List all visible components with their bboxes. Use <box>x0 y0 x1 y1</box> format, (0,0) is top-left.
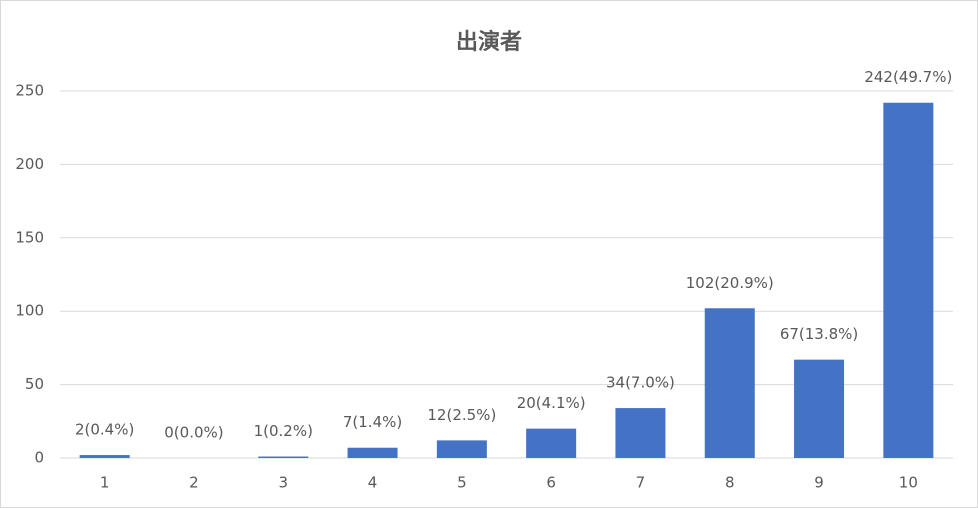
x-tick-label: 6 <box>546 474 556 492</box>
value-label: 67(13.8%) <box>780 325 858 343</box>
bar <box>615 408 666 458</box>
x-tick-label: 4 <box>368 474 378 492</box>
x-tick-label: 8 <box>725 474 735 492</box>
x-tick-label: 10 <box>899 474 918 492</box>
value-label: 7(1.4%) <box>343 413 402 431</box>
y-tick-label: 100 <box>15 302 44 320</box>
value-label: 102(20.9%) <box>686 274 774 292</box>
bar <box>79 455 130 458</box>
x-tick-label: 9 <box>814 474 824 492</box>
value-label: 1(0.2%) <box>254 422 313 440</box>
bar <box>347 447 398 458</box>
x-tick-label: 5 <box>457 474 467 492</box>
x-tick-label: 3 <box>278 474 288 492</box>
bar <box>704 308 755 458</box>
bar <box>258 456 309 458</box>
y-tick-label: 0 <box>34 449 44 467</box>
bar <box>883 102 934 458</box>
value-label: 2(0.4%) <box>75 421 134 439</box>
x-tick-label: 1 <box>100 474 110 492</box>
y-tick-label: 150 <box>15 228 44 246</box>
chart-title: 出演者 <box>456 29 522 55</box>
value-label: 242(49.7%) <box>864 68 952 86</box>
bar <box>436 440 487 458</box>
y-tick-label: 50 <box>25 375 44 393</box>
bar <box>526 428 577 458</box>
y-tick-label: 200 <box>15 155 44 173</box>
value-label: 34(7.0%) <box>606 374 675 392</box>
value-label: 20(4.1%) <box>517 394 586 412</box>
value-label: 12(2.5%) <box>427 406 496 424</box>
x-tick-label: 7 <box>636 474 646 492</box>
bar <box>794 359 845 458</box>
x-tick-label: 2 <box>189 474 199 492</box>
value-label: 0(0.0%) <box>164 424 223 442</box>
y-tick-label: 250 <box>15 82 44 100</box>
